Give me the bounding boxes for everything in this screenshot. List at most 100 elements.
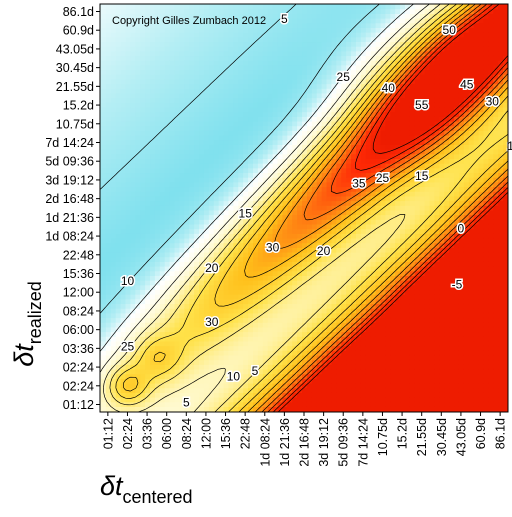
heat-cell [267, 284, 274, 291]
heat-cell [150, 195, 156, 202]
heat-cell [297, 46, 303, 52]
heat-cell [223, 214, 230, 220]
heat-cell [262, 336, 269, 342]
heat-cell [203, 50, 210, 57]
heat-cell [257, 186, 264, 192]
heat-cell [164, 326, 171, 333]
heat-cell [297, 125, 303, 131]
heat-cell [135, 200, 141, 206]
heat-cell [154, 97, 161, 103]
heat-cell [228, 125, 234, 131]
heat-cell [218, 350, 225, 356]
heat-cell [100, 308, 107, 314]
heat-cell [115, 172, 122, 178]
heat-cell [140, 139, 146, 145]
heat-cell [360, 289, 367, 295]
heat-cell [360, 153, 367, 159]
heat-cell [233, 60, 239, 66]
heat-cell [169, 214, 176, 220]
heat-cell [243, 97, 249, 103]
heat-cell [208, 111, 215, 117]
heat-cell [292, 359, 298, 365]
heat-cell [105, 41, 112, 47]
heat-cell [248, 167, 254, 174]
heat-cell [125, 22, 131, 28]
heat-cell [233, 200, 239, 206]
heat-cell [174, 92, 181, 99]
heat-cell [130, 270, 136, 276]
heat-cell [243, 251, 249, 258]
heat-cell [213, 172, 220, 178]
heat-cell [233, 368, 239, 375]
heat-cell [150, 41, 156, 47]
heat-cell [287, 46, 293, 52]
heat-cell [100, 181, 107, 188]
heat-cell [218, 186, 225, 192]
heat-cell [189, 13, 195, 19]
heat-cell [135, 50, 141, 57]
heat-cell [100, 382, 102, 389]
heat-cell [302, 237, 308, 244]
heat-cell [199, 219, 205, 225]
heat-cell [238, 247, 244, 253]
heat-cell [199, 382, 205, 389]
heat-cell [159, 270, 166, 276]
heat-cell [105, 336, 112, 342]
heat-cell [120, 317, 127, 323]
heat-cell [189, 214, 195, 220]
heat-cell [243, 364, 249, 370]
heat-cell [135, 354, 141, 361]
heat-cell [140, 106, 146, 113]
heat-cell [100, 373, 102, 379]
heat-cell [253, 354, 259, 361]
heat-cell [267, 340, 274, 347]
heat-cell [164, 228, 171, 234]
heat-cell [189, 266, 195, 272]
heat-cell [321, 36, 328, 43]
heat-cell [164, 55, 171, 61]
heat-cell [199, 8, 205, 14]
heat-cell [100, 256, 102, 262]
heat-cell [248, 354, 254, 361]
heat-cell [169, 191, 176, 197]
heat-cell [326, 242, 333, 248]
heat-cell [228, 191, 234, 197]
heat-cell [277, 130, 284, 136]
heat-cell [287, 106, 293, 113]
heat-cell [321, 378, 328, 384]
heat-cell [321, 177, 328, 183]
heat-cell [194, 284, 200, 291]
heat-cell [341, 74, 347, 80]
heat-cell [208, 102, 215, 108]
heat-cell [316, 64, 323, 71]
heat-cell [203, 364, 210, 370]
heat-cell [292, 247, 298, 253]
heat-cell [316, 270, 323, 276]
heat-cell [213, 60, 220, 66]
heat-cell [213, 242, 220, 248]
heat-cell [360, 397, 367, 403]
heat-cell [130, 228, 136, 234]
heat-cell [346, 294, 352, 300]
heat-cell [311, 312, 318, 319]
heat-cell [223, 209, 230, 216]
heat-cell [272, 32, 279, 38]
heat-cell [331, 27, 337, 33]
heat-cell [100, 144, 102, 150]
heat-cell [282, 13, 288, 19]
heat-cell [140, 406, 146, 412]
heat-cell [199, 4, 205, 10]
heat-cell [223, 242, 230, 248]
heat-cell [223, 88, 230, 94]
heat-cell [326, 8, 333, 14]
heat-cell [302, 97, 308, 103]
heat-cell [321, 345, 328, 351]
heat-cell [351, 158, 357, 164]
heat-cell [253, 46, 259, 52]
heat-cell [257, 64, 264, 71]
heat-cell [150, 88, 156, 94]
heat-cell [169, 102, 176, 108]
heat-cell [100, 102, 107, 108]
heat-cell [203, 92, 210, 99]
heat-cell [267, 219, 274, 225]
